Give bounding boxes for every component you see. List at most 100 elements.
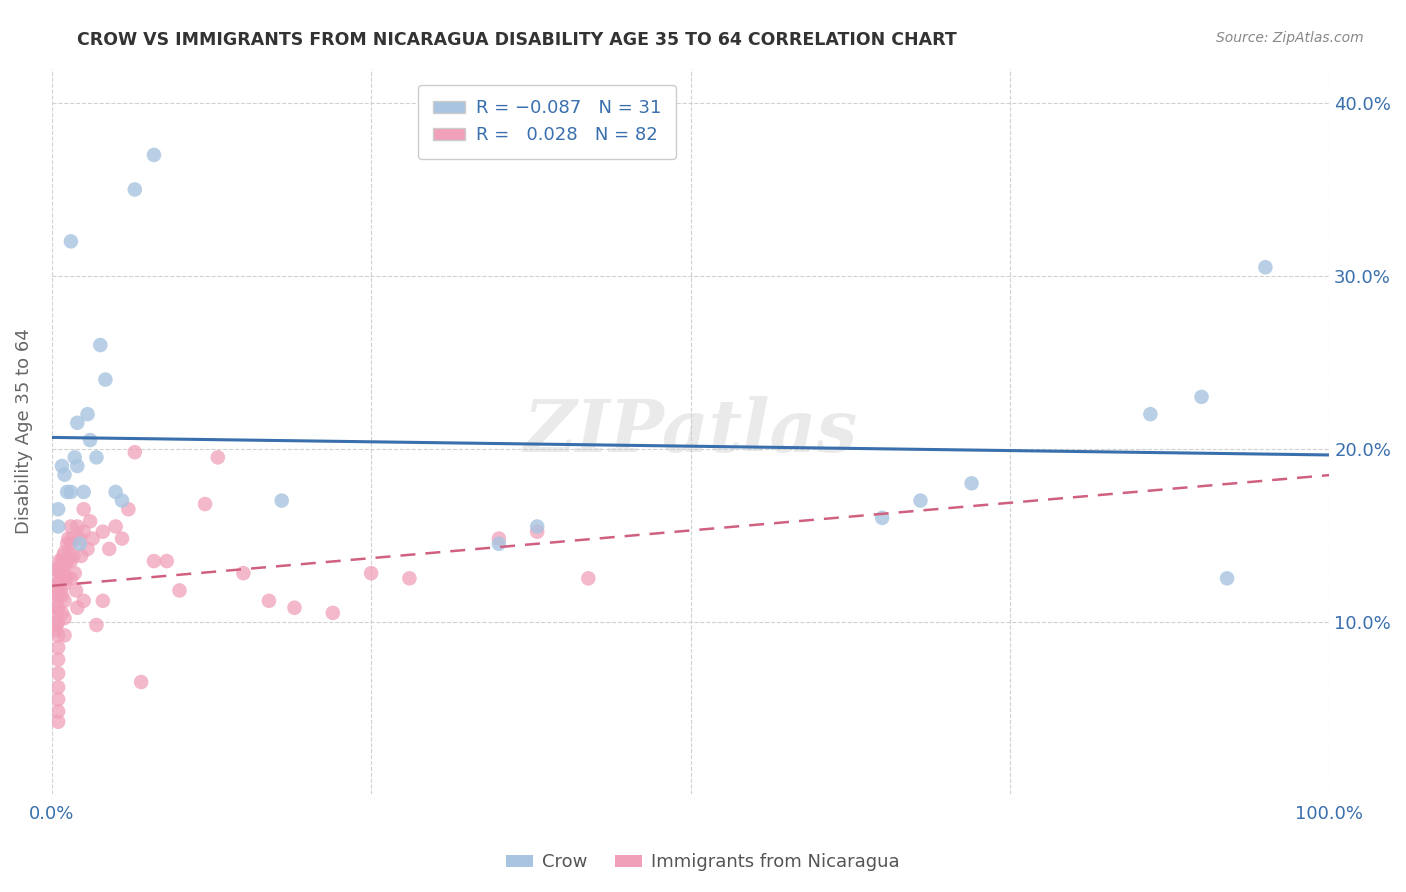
Legend: R = −0.087   N = 31, R =   0.028   N = 82: R = −0.087 N = 31, R = 0.028 N = 82 <box>419 85 676 159</box>
Text: ZIPatlas: ZIPatlas <box>523 396 858 467</box>
Point <box>526 524 548 539</box>
Point <box>76 541 98 556</box>
Point <box>76 407 98 421</box>
Point <box>1191 390 1213 404</box>
Point <box>46 589 69 603</box>
Point <box>322 606 344 620</box>
Point <box>69 537 91 551</box>
Point <box>46 640 69 655</box>
Point <box>46 705 69 719</box>
Point <box>73 594 96 608</box>
Point <box>104 484 127 499</box>
Point <box>488 537 510 551</box>
Point <box>98 541 121 556</box>
Point <box>58 532 80 546</box>
Point <box>45 623 67 637</box>
Point <box>270 493 292 508</box>
Point <box>398 571 420 585</box>
Point <box>62 549 84 563</box>
Point <box>79 433 101 447</box>
Point <box>53 467 76 482</box>
Point <box>59 537 82 551</box>
Point <box>53 559 76 574</box>
Point <box>60 532 83 546</box>
Point <box>526 519 548 533</box>
Point <box>51 606 73 620</box>
Point <box>66 416 89 430</box>
Point <box>59 484 82 499</box>
Point <box>46 563 69 577</box>
Point <box>59 571 82 585</box>
Point <box>91 524 114 539</box>
Point <box>46 652 69 666</box>
Point <box>53 545 76 559</box>
Point <box>576 571 599 585</box>
Point <box>46 692 69 706</box>
Text: Source: ZipAtlas.com: Source: ZipAtlas.com <box>1216 31 1364 45</box>
Point <box>46 600 69 615</box>
Point <box>46 628 69 642</box>
Point <box>69 532 91 546</box>
Point <box>46 714 69 729</box>
Point <box>56 537 79 551</box>
Point <box>111 493 134 508</box>
Point <box>56 554 79 568</box>
Point <box>49 566 72 581</box>
Point <box>63 566 86 581</box>
Point <box>46 615 69 629</box>
Point <box>48 571 70 585</box>
Point <box>49 583 72 598</box>
Point <box>52 549 75 563</box>
Point <box>51 571 73 585</box>
Point <box>59 549 82 563</box>
Point <box>124 445 146 459</box>
Point <box>142 554 165 568</box>
Point <box>129 675 152 690</box>
Point <box>73 502 96 516</box>
Point <box>46 502 69 516</box>
Point <box>86 450 108 465</box>
Point <box>59 235 82 249</box>
Point <box>73 484 96 499</box>
Point <box>59 519 82 533</box>
Point <box>56 484 79 499</box>
Point <box>82 532 104 546</box>
Point <box>79 514 101 528</box>
Point <box>46 666 69 681</box>
Point <box>66 458 89 473</box>
Point <box>59 554 82 568</box>
Point <box>66 519 89 533</box>
Point <box>169 583 191 598</box>
Point <box>960 476 983 491</box>
Point <box>45 618 67 632</box>
Point <box>45 563 67 577</box>
Point <box>56 571 79 585</box>
Point <box>53 576 76 591</box>
Point <box>46 519 69 533</box>
Point <box>86 618 108 632</box>
Point <box>488 532 510 546</box>
Point <box>46 576 69 591</box>
Point <box>89 338 111 352</box>
Point <box>156 554 179 568</box>
Point <box>73 524 96 539</box>
Point <box>65 583 87 598</box>
Point <box>53 611 76 625</box>
Point <box>910 493 932 508</box>
Point <box>52 566 75 581</box>
Point <box>257 594 280 608</box>
Point <box>283 600 305 615</box>
Point <box>45 606 67 620</box>
Point <box>1216 571 1239 585</box>
Text: CROW VS IMMIGRANTS FROM NICARAGUA DISABILITY AGE 35 TO 64 CORRELATION CHART: CROW VS IMMIGRANTS FROM NICARAGUA DISABI… <box>77 31 957 49</box>
Point <box>94 373 117 387</box>
Point <box>1139 407 1161 421</box>
Point <box>207 450 229 465</box>
Point <box>870 511 893 525</box>
Point <box>91 594 114 608</box>
Point <box>53 628 76 642</box>
Point <box>142 148 165 162</box>
Point <box>53 594 76 608</box>
Point <box>45 600 67 615</box>
Point <box>51 589 73 603</box>
